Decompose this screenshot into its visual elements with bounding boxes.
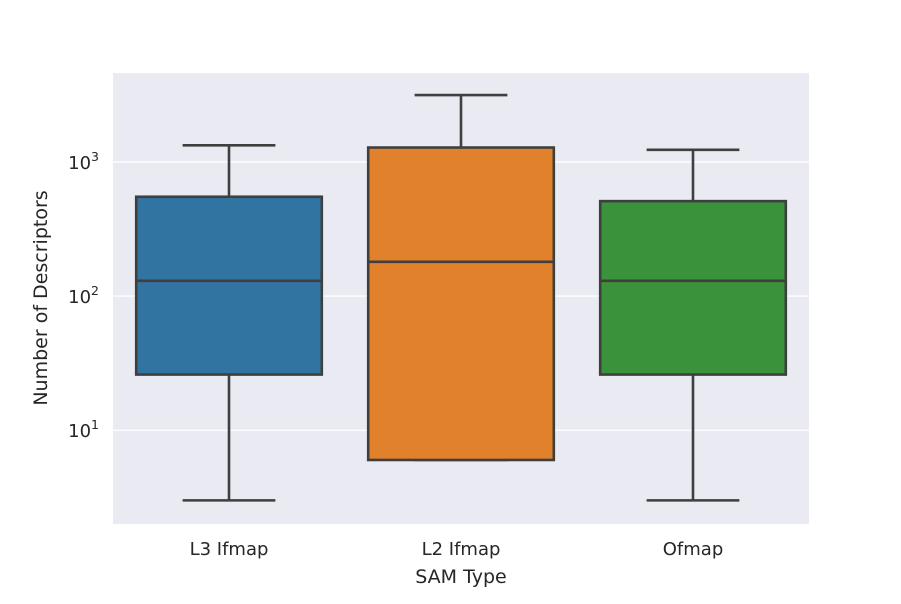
x-tick-labels: L3 Ifmap L2 Ifmap Ofmap xyxy=(190,539,724,560)
box-iqr-rect xyxy=(134,195,324,376)
y-tick-base: 10 xyxy=(68,287,91,308)
y-tick-label: 103 xyxy=(68,149,99,174)
y-tick-exponent: 1 xyxy=(91,417,99,432)
y-tick-base: 10 xyxy=(68,153,91,174)
y-tick-exponent: 2 xyxy=(91,283,99,298)
y-tick-label: 102 xyxy=(68,283,99,308)
x-tick-label: Ofmap xyxy=(663,539,724,560)
boxes-layer xyxy=(134,93,788,502)
x-tick-label: L3 Ifmap xyxy=(190,539,269,560)
x-tick-label: L2 Ifmap xyxy=(422,539,501,560)
y-axis-label: Number of Descriptors xyxy=(30,190,52,405)
box-1 xyxy=(134,143,324,502)
box-3 xyxy=(598,148,788,502)
box-iqr-rect xyxy=(598,199,788,376)
y-tick-label: 101 xyxy=(68,417,99,442)
y-tick-base: 10 xyxy=(68,421,91,442)
box-2 xyxy=(366,93,556,462)
box-iqr-rect xyxy=(366,146,556,462)
x-axis-label: SAM Type xyxy=(415,566,506,588)
y-tick-exponent: 3 xyxy=(91,149,99,164)
